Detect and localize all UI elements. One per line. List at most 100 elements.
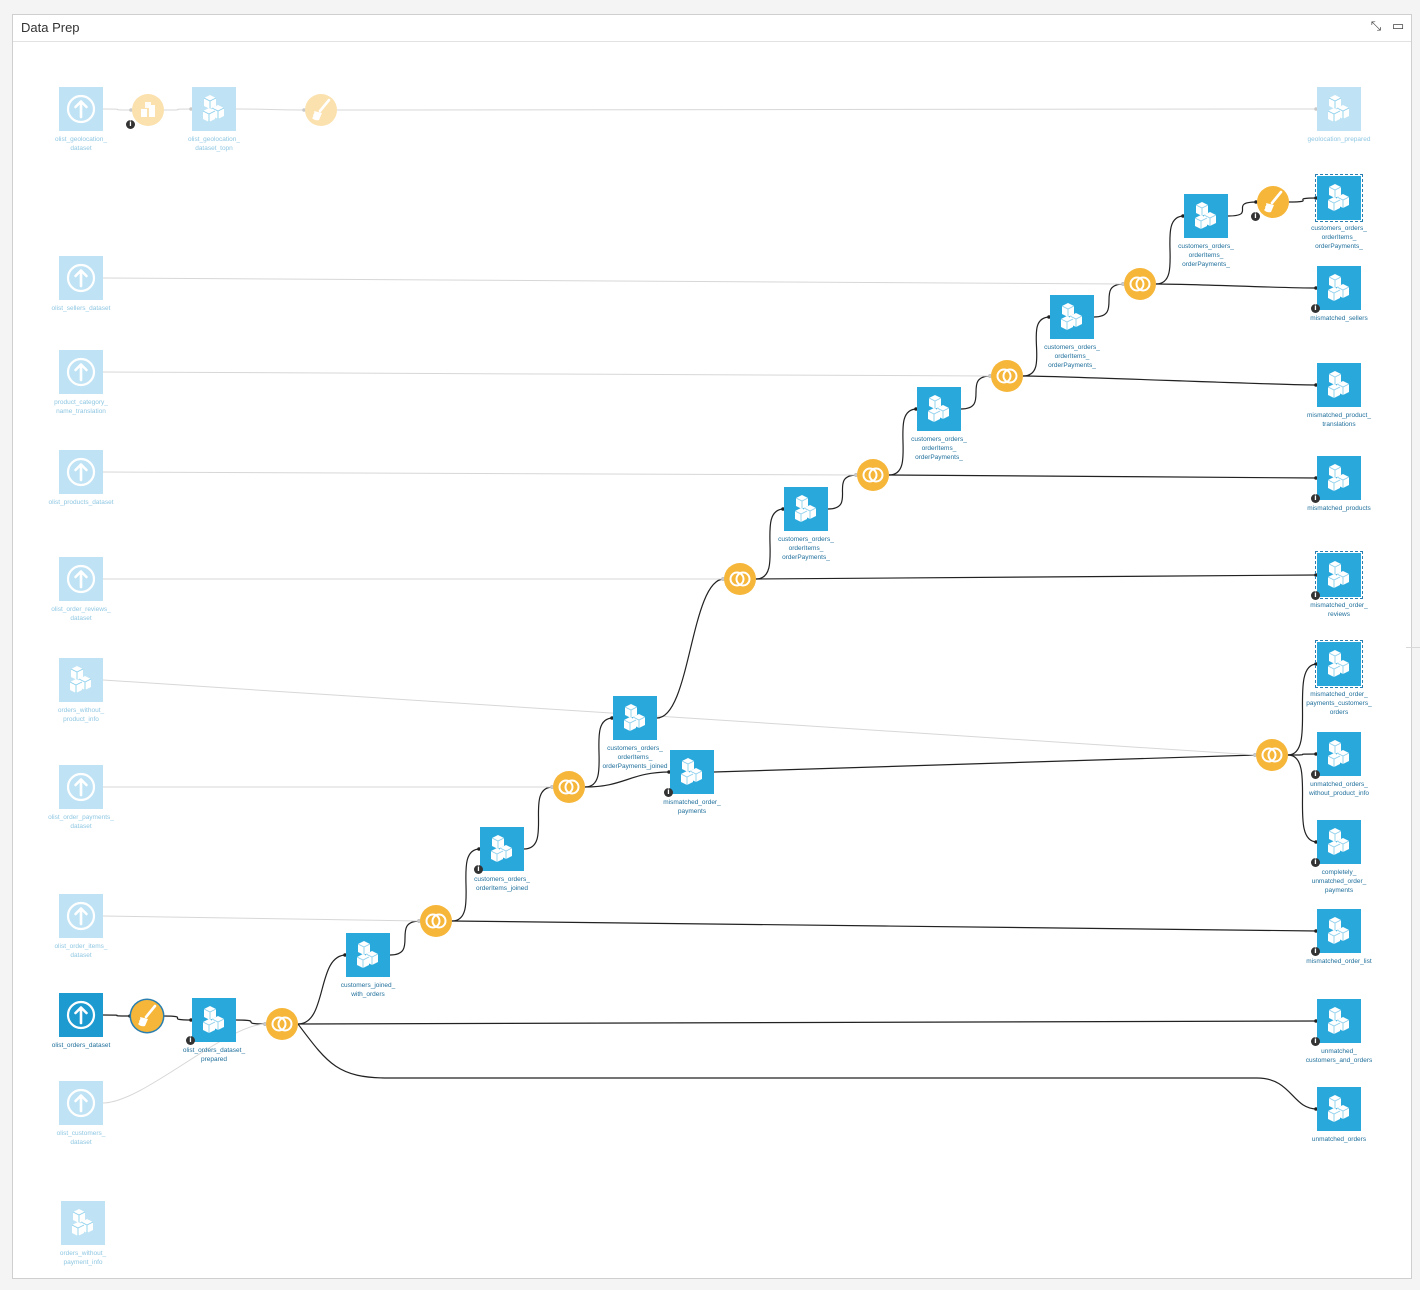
node-label[interactable]: unmatched_ customers_and_orders [1305,1048,1373,1064]
upload-dataset-node-payments[interactable] [59,765,103,809]
node-label[interactable]: mismatched_product_ translations [1307,412,1371,428]
split-recipe-node-geo-split[interactable] [132,94,164,126]
dataset-node-mm-list[interactable] [1317,909,1361,953]
node-label[interactable]: olist_order_reviews_ dataset [51,606,111,622]
dataset-node-mm-pay[interactable] [670,750,714,794]
upload-dataset-node-orders[interactable] [59,993,103,1037]
node-label[interactable]: customers_orders_ orderItems_ orderPayme… [602,745,668,770]
dataset-node-coip[interactable] [613,696,657,740]
node-label[interactable]: customers_orders_ orderItems_joined [474,876,530,892]
flow-edge [297,1023,1318,1110]
dataset-node-un-co[interactable] [1317,999,1361,1043]
node-label[interactable]: olist_order_payments_ dataset [48,814,114,830]
info-icon[interactable]: i [1311,494,1320,503]
node-label[interactable]: mismatched_order_ payments [663,799,721,815]
join-recipe-node-j5[interactable] [857,459,889,491]
dataset-node-mm-prod[interactable] [1317,456,1361,500]
dataset-node-mm-sellers[interactable] [1317,266,1361,310]
node-label[interactable]: mismatched_order_ payments_customers_ or… [1306,691,1372,716]
node-label[interactable]: completely_ unmatched_order_ payments [1311,869,1367,894]
dataset-node-comp-un[interactable] [1317,820,1361,864]
node-label[interactable]: product_category_ name_translation [54,399,108,415]
node-label[interactable]: customers_orders_ orderItems_ orderPayme… [1311,225,1367,250]
node-label[interactable]: customers_orders_ orderItems_ orderPayme… [1044,344,1100,369]
info-icon[interactable]: i [186,1036,195,1045]
flow-edge [656,578,725,719]
info-icon[interactable]: i [1311,770,1320,779]
dataset-node-cust-orders[interactable] [346,933,390,977]
dataset-node-final-out[interactable] [1315,174,1363,222]
info-icon[interactable]: i [1311,1037,1320,1046]
node-label[interactable]: unmatched_orders_ without_product_info [1309,781,1369,797]
node-label[interactable]: olist_orders_dataset [51,1042,111,1049]
join-recipe-node-j2[interactable] [420,905,452,937]
join-recipe-node-j6[interactable] [991,360,1023,392]
node-label[interactable]: orders_without_ payment_info [59,1250,107,1266]
dataset-node-ord-wo-pay[interactable] [61,1201,105,1245]
info-icon[interactable]: i [1311,858,1320,867]
info-icon[interactable]: i [126,120,135,129]
node-label[interactable]: olist_order_items_ dataset [54,943,108,959]
dataset-node-geo-out[interactable] [1317,87,1361,131]
upload-dataset-node-reviews[interactable] [59,557,103,601]
upload-dataset-node-customers[interactable] [59,1081,103,1125]
node-label[interactable]: olist_orders_dataset_ prepared [182,1047,246,1063]
dataset-node-coip4[interactable] [1050,295,1094,339]
edge-endpoint [1253,753,1257,757]
node-label[interactable]: customers_orders_ orderItems_ orderPayme… [778,536,834,561]
node-label[interactable]: olist_geolocation_ dataset [54,136,108,152]
info-icon[interactable]: i [664,788,673,797]
dataset-node-coip5[interactable] [1184,194,1228,238]
info-icon[interactable]: i [1251,212,1260,221]
node-label[interactable]: olist_geolocation_ dataset_topn [187,136,241,152]
upload-dataset-node-items[interactable] [59,894,103,938]
node-label[interactable]: mismatched_order_ reviews [1310,602,1368,618]
join-recipe-node-j4[interactable] [724,563,756,595]
edge-endpoint [1314,1019,1318,1023]
dataset-node-mm-tr[interactable] [1317,363,1361,407]
dataset-node-coip2[interactable] [784,487,828,531]
dataset-node-ord-wo-pi[interactable] [59,658,103,702]
dataset-node-mm-opc[interactable] [1315,640,1363,688]
node-label[interactable]: mismatched_sellers [1310,315,1368,322]
maximize-window-icon[interactable]: ▭ [1391,19,1405,34]
node-label[interactable]: olist_products_dataset [48,499,114,506]
dataset-node-ord-prep[interactable] [192,998,236,1042]
node-label[interactable]: olist_customers_ dataset [56,1130,106,1146]
join-recipe-node-j3[interactable] [553,771,585,803]
info-icon[interactable]: i [1311,591,1320,600]
node-label[interactable]: mismatched_products [1307,505,1371,512]
info-icon[interactable]: i [1311,304,1320,313]
dataset-node-coip3[interactable] [917,387,961,431]
node-label[interactable]: mismatched_order_list [1306,958,1372,965]
node-label[interactable]: unmatched_orders [1311,1136,1367,1143]
upload-dataset-node-geo-src[interactable] [59,87,103,131]
join-recipe-node-j8[interactable] [1256,739,1288,771]
join-recipe-node-j1[interactable] [266,1008,298,1040]
dataset-node-un-wo-pi[interactable] [1317,732,1361,776]
node-label[interactable]: geolocation_prepared [1307,136,1371,143]
dataset-node-coi[interactable] [480,827,524,871]
node-label[interactable]: customers_joined_ with_orders [340,982,396,998]
info-icon[interactable]: i [1311,947,1320,956]
dataset-node-geo-topn[interactable] [192,87,236,131]
dataset-node-un-orders[interactable] [1317,1087,1361,1131]
edge-endpoint [854,473,858,477]
node-label[interactable]: customers_orders_ orderItems_ orderPayme… [1178,243,1234,268]
join-recipe-node-j7[interactable] [1124,268,1156,300]
upload-dataset-node-products[interactable] [59,450,103,494]
collapse-arrows-icon[interactable]: ⤡ [1370,19,1382,34]
dataset-node-mm-rev[interactable] [1315,551,1363,599]
upload-dataset-node-cat-tr[interactable] [59,350,103,394]
node-label[interactable]: orders_without_ product_info [57,707,105,723]
info-icon[interactable]: i [474,865,483,874]
flow-edge [713,754,1257,773]
prepare-recipe-node-r-final[interactable] [1257,186,1289,218]
edge-endpoint [189,1018,193,1022]
node-label[interactable]: olist_sellers_dataset [51,305,111,312]
upload-dataset-node-sellers[interactable] [59,256,103,300]
prepare-recipe-node-r-prep[interactable] [131,1000,163,1032]
prepare-recipe-node-geo-prep[interactable] [305,94,337,126]
node-label[interactable]: customers_orders_ orderItems_ orderPayme… [911,436,967,461]
